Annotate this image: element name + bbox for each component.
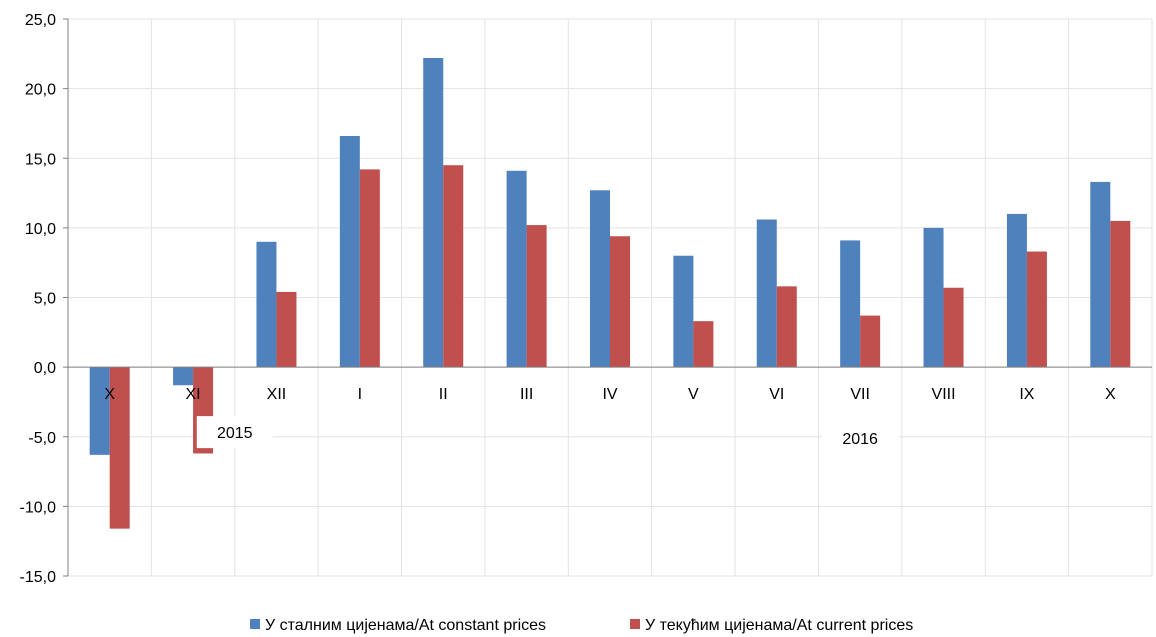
year-label-bg — [822, 422, 899, 455]
x-tick-label: X — [104, 386, 115, 403]
year-label: 2016 — [842, 431, 878, 448]
bar-current-prices — [109, 367, 130, 529]
bar-constant-prices — [173, 367, 194, 386]
year-label-bg — [196, 416, 273, 449]
bar-constant-prices — [756, 219, 777, 368]
y-tick-label: 20,0 — [25, 82, 56, 99]
legend: У сталним цијенама/At constant prices У т… — [250, 617, 913, 634]
x-tick-label: XI — [186, 386, 201, 403]
y-tick-label: 25,0 — [25, 12, 56, 29]
bar-current-prices — [943, 287, 964, 368]
bar-constant-prices — [840, 240, 861, 368]
bar-current-prices — [1026, 251, 1047, 368]
bar-current-prices — [860, 315, 881, 368]
x-tick-label: I — [358, 386, 362, 403]
bar-current-prices — [526, 225, 547, 368]
x-tick-label: II — [439, 386, 448, 403]
legend-swatch — [250, 619, 260, 629]
axes — [63, 18, 1152, 577]
y-tick-label: -5,0 — [28, 430, 56, 447]
bar-constant-prices — [590, 190, 610, 368]
bar-current-prices — [776, 286, 797, 368]
bar-constant-prices — [339, 135, 360, 368]
bar-constant-prices — [506, 170, 527, 368]
legend-label: У текућим цијенама/At current prices — [645, 617, 913, 634]
gridlines — [67, 18, 1153, 577]
x-tick-label: IV — [602, 386, 617, 403]
bar-current-prices — [610, 236, 630, 368]
bar-current-prices — [276, 291, 297, 368]
x-tick-label: V — [688, 386, 699, 403]
y-tick-label: 0,0 — [34, 360, 56, 377]
legend-swatch — [630, 619, 640, 629]
bar-constant-prices — [923, 227, 944, 368]
x-tick-label: IX — [1019, 386, 1034, 403]
bar-current-prices — [443, 165, 464, 368]
bar-current-prices — [1110, 220, 1131, 368]
x-tick-label: III — [520, 386, 533, 403]
legend-label: У сталним цијенама/At constant prices — [265, 617, 546, 634]
y-tick-label: 5,0 — [34, 291, 56, 308]
y-tick-label: 10,0 — [25, 221, 56, 238]
bar-constant-prices — [423, 57, 444, 368]
x-tick-labels: X XI XII I II III IV V VI VII VIII IX X — [104, 386, 1116, 403]
year-label: 2015 — [217, 425, 253, 442]
x-tick-label: X — [1105, 386, 1116, 403]
bar-constant-prices — [673, 255, 694, 368]
bar-current-prices — [359, 169, 380, 368]
x-tick-label: VI — [769, 386, 784, 403]
bar-current-prices — [693, 321, 714, 368]
bar-constant-prices — [89, 367, 110, 455]
x-tick-label: XII — [267, 386, 287, 403]
bar-constant-prices — [256, 241, 277, 368]
x-tick-label: VIII — [932, 386, 956, 403]
x-tick-label: VII — [850, 386, 870, 403]
y-tick-label: 15,0 — [25, 151, 56, 168]
bars — [89, 57, 1131, 529]
y-tick-label: -15,0 — [20, 569, 57, 586]
y-tick-labels: -15,0 -10,0 -5,0 0,0 5,0 10,0 15,0 20,0 25,0 — [20, 12, 57, 586]
bar-constant-prices — [1090, 181, 1111, 368]
year-labels: 2015 2016 — [196, 416, 899, 455]
bar-constant-prices — [1006, 213, 1027, 368]
y-tick-label: -10,0 — [20, 499, 57, 516]
